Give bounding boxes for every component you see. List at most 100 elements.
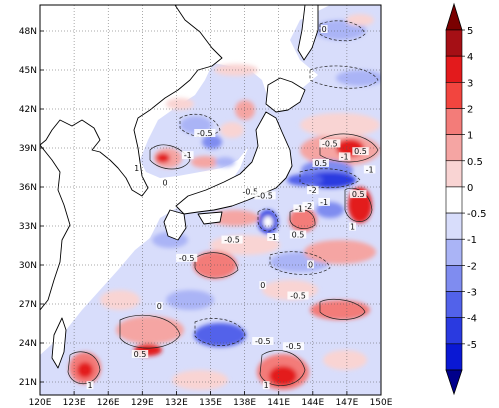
contour-label: 0.5 [314, 159, 327, 168]
colorbar-bottom-arrow [445, 369, 463, 396]
contour-label-bg [221, 235, 243, 244]
colorbar-label: -3 [467, 288, 477, 299]
colorbar-top-arrow [445, 2, 463, 31]
china-coast [40, 144, 71, 311]
shikoku [197, 211, 223, 225]
contour-label: -1 [341, 152, 349, 161]
hokkaido [265, 77, 306, 113]
contour-label: -0.5 [257, 191, 273, 200]
axis-ticks: 120E 123E 126E 129E 132E 135E 138E 141E 144E 147E… [19, 27, 393, 408]
contour-label: 0.5 [352, 190, 365, 199]
colorbar-label: -0.5 [467, 209, 487, 220]
contour-label: -0.5 [224, 236, 240, 245]
contour-label-bg [302, 201, 315, 210]
colorbar-label: 1 [467, 131, 473, 142]
contour-label: -1 [366, 165, 374, 174]
colorbar-label: -4 [467, 314, 477, 325]
contour-label: 1 [87, 381, 92, 390]
contour-label-bg [307, 260, 314, 269]
contour-label-bg [312, 158, 329, 167]
colorbar-label: 5 [467, 26, 473, 37]
lat-tick-label: 24N [19, 339, 37, 349]
contour-label-bg [307, 186, 319, 195]
contour-label: 0.5 [354, 147, 367, 156]
contour-label: 1 [264, 381, 269, 390]
colorbar-swatch [445, 134, 463, 162]
colorbar-swatch [445, 291, 463, 318]
contour-label-bg [338, 152, 351, 161]
lat-tick-label: 45N [19, 66, 37, 76]
lon-tick-label: 135E [199, 398, 222, 408]
colorbar-swatch [445, 55, 463, 83]
colorbar-swatch [445, 265, 463, 292]
contour-label: -1 [184, 151, 192, 160]
mainland-asia [40, 5, 223, 197]
contour-label-bg [252, 337, 274, 345]
contour-label: 0.5 [292, 230, 305, 239]
lat-lon-grid [40, 5, 381, 395]
contour-label-bg [155, 301, 163, 310]
negative-contour-lines [179, 20, 379, 346]
contour-label: -2 [304, 202, 312, 211]
colorbar-swatch [445, 108, 463, 135]
kyushu [163, 209, 187, 241]
lon-tick-label: 150E [370, 398, 393, 408]
contour-label: -2 [309, 186, 317, 195]
contour-label-bg [176, 253, 198, 262]
lat-tick-label: 30N [19, 261, 37, 271]
colorbar-label: 0 [467, 183, 473, 194]
sakhalin [297, 5, 319, 61]
contour-label-bg [161, 178, 169, 187]
lat-tick-label: 27N [19, 300, 37, 310]
contour-label-bg [131, 350, 149, 358]
contour-label: -1 [269, 233, 277, 242]
colorbar-label: -2 [467, 261, 477, 272]
lat-tick-label: 21N [19, 378, 37, 388]
lon-tick-label: 138E [233, 398, 256, 408]
contour-label-bg [254, 191, 276, 200]
contour-label: 0 [162, 178, 167, 187]
contour-lines [67, 133, 379, 386]
lon-tick-label: 141E [267, 398, 290, 408]
colorbar-swatch [445, 186, 463, 214]
lon-tick-label: 120E [29, 398, 52, 408]
lat-tick-label: 39N [19, 144, 37, 154]
lon-tick-label: 132E [165, 398, 188, 408]
contour-label-bg [350, 190, 367, 199]
colorbar-label: 3 [467, 78, 473, 89]
contour-label: 0 [322, 25, 327, 34]
lat-tick-label: 36N [19, 183, 37, 193]
contour-label: -0.5 [179, 254, 195, 263]
contour-label: -0.5 [255, 337, 271, 346]
colorbar-label: -1 [467, 235, 477, 246]
contour-label-bg [320, 25, 328, 33]
colorbar-swatch [445, 238, 463, 266]
colorbar-swatch [445, 343, 463, 371]
contour-label-bg [282, 342, 305, 351]
contour-label: -0.5 [242, 188, 258, 197]
colorbar-label: 2 [467, 104, 473, 115]
contour-label-bg [289, 230, 307, 239]
colorbar-swatch [445, 160, 463, 188]
contour-label-bg [293, 204, 305, 213]
contour-label: 0 [157, 302, 162, 311]
contour-label-bg [133, 164, 141, 173]
contour-label: -1 [295, 204, 303, 213]
contour-label-bg [287, 291, 309, 300]
contour-label: 0 [308, 260, 313, 269]
contour-label: 0.5 [134, 350, 147, 359]
colorbar-swatch [445, 212, 463, 240]
colorbar-label: 4 [467, 52, 473, 63]
colorbar-label: -5 [467, 340, 477, 351]
lon-tick-label: 129E [131, 398, 154, 408]
plot-area: 120E 123E 126E 129E 132E 135E 138E 141E 144E 147E… [19, 4, 393, 408]
contour-label-bg [349, 222, 356, 231]
colorbar-swatch [445, 317, 463, 345]
contour-label-bg [267, 233, 279, 241]
contour-label: -0.5 [290, 292, 306, 301]
honshu [175, 111, 293, 215]
contour-label: 0 [260, 281, 265, 290]
contour-label-bg [181, 151, 194, 160]
colorbar: 5 4 3 2 1 0.5 0 -0.5 -1 -2 -3 -4 -5 [445, 2, 487, 396]
